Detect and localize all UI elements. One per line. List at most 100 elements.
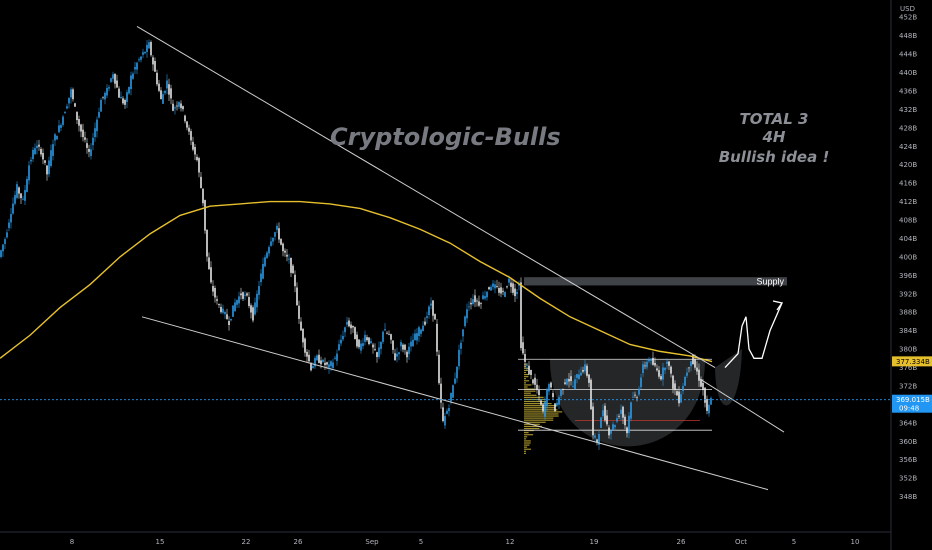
candle-body — [32, 149, 34, 160]
candle-body — [330, 361, 332, 367]
candle-body — [652, 357, 654, 365]
candle-body — [392, 340, 394, 350]
candle-body — [494, 284, 496, 289]
candle-body — [122, 98, 124, 104]
price-value-tag-bg — [892, 394, 932, 413]
candle-body — [0, 250, 2, 257]
candle-body — [670, 366, 672, 374]
candle-body — [578, 374, 580, 380]
price-axis[interactable]: 452B 448B 444B 440B 436B 432B 428B 424B 420B 416B… — [899, 14, 917, 501]
candle-body — [396, 353, 398, 357]
price-value-label: 369.015B — [896, 396, 930, 404]
candle-body — [190, 131, 192, 141]
candle-body — [688, 367, 690, 369]
candle-body — [574, 379, 576, 390]
candle-body — [194, 146, 196, 155]
candle-body — [72, 89, 74, 100]
candle-body — [282, 243, 284, 252]
candle-body — [648, 360, 650, 362]
time-axis[interactable]: 8 15 22 26 Sep 5 12 19 26 Oct 5 10 — [70, 538, 860, 546]
volume-bar — [524, 367, 530, 369]
volume-bar — [524, 417, 554, 419]
candle-body — [218, 304, 220, 306]
volume-bar — [524, 373, 529, 376]
candle-body — [298, 305, 300, 319]
candle-body — [602, 410, 604, 417]
candle-body — [586, 365, 588, 376]
candle-body — [590, 379, 592, 410]
candle-body — [158, 83, 160, 91]
volume-bar — [524, 450, 526, 452]
volume-bar — [524, 371, 526, 374]
volume-bar — [524, 390, 536, 392]
candle-body — [454, 378, 456, 384]
candle-body — [486, 291, 488, 298]
candle-body — [12, 203, 14, 214]
candle-body — [206, 229, 208, 257]
price-tick-label: 392B — [899, 290, 917, 298]
note-line-1: TOTAL 3 — [740, 110, 809, 128]
candle-body — [176, 105, 178, 107]
candle-body — [488, 287, 490, 290]
candle-body — [132, 73, 134, 79]
candle-body — [162, 94, 164, 104]
trendline — [136, 26, 716, 368]
candle-body — [418, 327, 420, 337]
candle-body — [336, 353, 338, 361]
candle-body — [364, 334, 366, 342]
candle-body — [62, 116, 64, 125]
candle-body — [104, 92, 106, 100]
candle-body — [564, 382, 566, 384]
candle-body — [204, 199, 206, 231]
note-line-2: 4H — [762, 128, 786, 146]
candle-body — [184, 115, 186, 122]
candle-body — [542, 404, 544, 412]
candle-body — [644, 365, 646, 367]
price-value-tag: 369.015B 09:48 — [892, 394, 932, 413]
candle-body — [92, 137, 94, 146]
candle-body — [394, 353, 396, 361]
volume-bar — [524, 388, 535, 390]
candle-body — [692, 354, 694, 365]
candle-body — [584, 364, 586, 372]
candle-body — [306, 351, 308, 357]
candle-body — [702, 382, 704, 391]
candle-body — [424, 321, 426, 325]
candle-body — [342, 336, 344, 340]
projection-path — [724, 302, 783, 368]
candle-body — [572, 386, 574, 387]
volume-bar — [524, 421, 546, 423]
candle-body — [646, 361, 648, 368]
volume-bar — [524, 434, 534, 436]
time-tick-label: 10 — [851, 538, 860, 546]
candle-body — [534, 377, 536, 385]
candle-body — [6, 232, 8, 238]
candle-body — [370, 341, 372, 344]
candle-body — [404, 344, 406, 350]
candle-body — [462, 329, 464, 337]
candle-body — [210, 267, 212, 283]
candle-body — [338, 344, 340, 351]
price-tick-label: 372B — [899, 382, 917, 390]
candle-body — [458, 349, 460, 367]
price-tick-label: 352B — [899, 475, 917, 483]
volume-bar — [524, 440, 531, 442]
candle-body — [526, 365, 528, 367]
candle-body — [460, 342, 462, 349]
time-tick-label: 8 — [70, 538, 74, 546]
candle-body — [516, 292, 518, 294]
candle-body — [484, 296, 486, 299]
candle-body — [148, 42, 150, 49]
candle-body — [376, 352, 378, 358]
candle-body — [420, 329, 422, 334]
candle-body — [16, 184, 18, 198]
candle-body — [296, 287, 298, 306]
time-tick-label: 15 — [156, 538, 165, 546]
candle-body — [388, 333, 390, 335]
candle-body — [326, 362, 328, 365]
candle-body — [212, 286, 214, 292]
price-tick-label: 360B — [899, 438, 917, 446]
volume-bar — [524, 407, 555, 409]
candle-body — [382, 331, 384, 342]
